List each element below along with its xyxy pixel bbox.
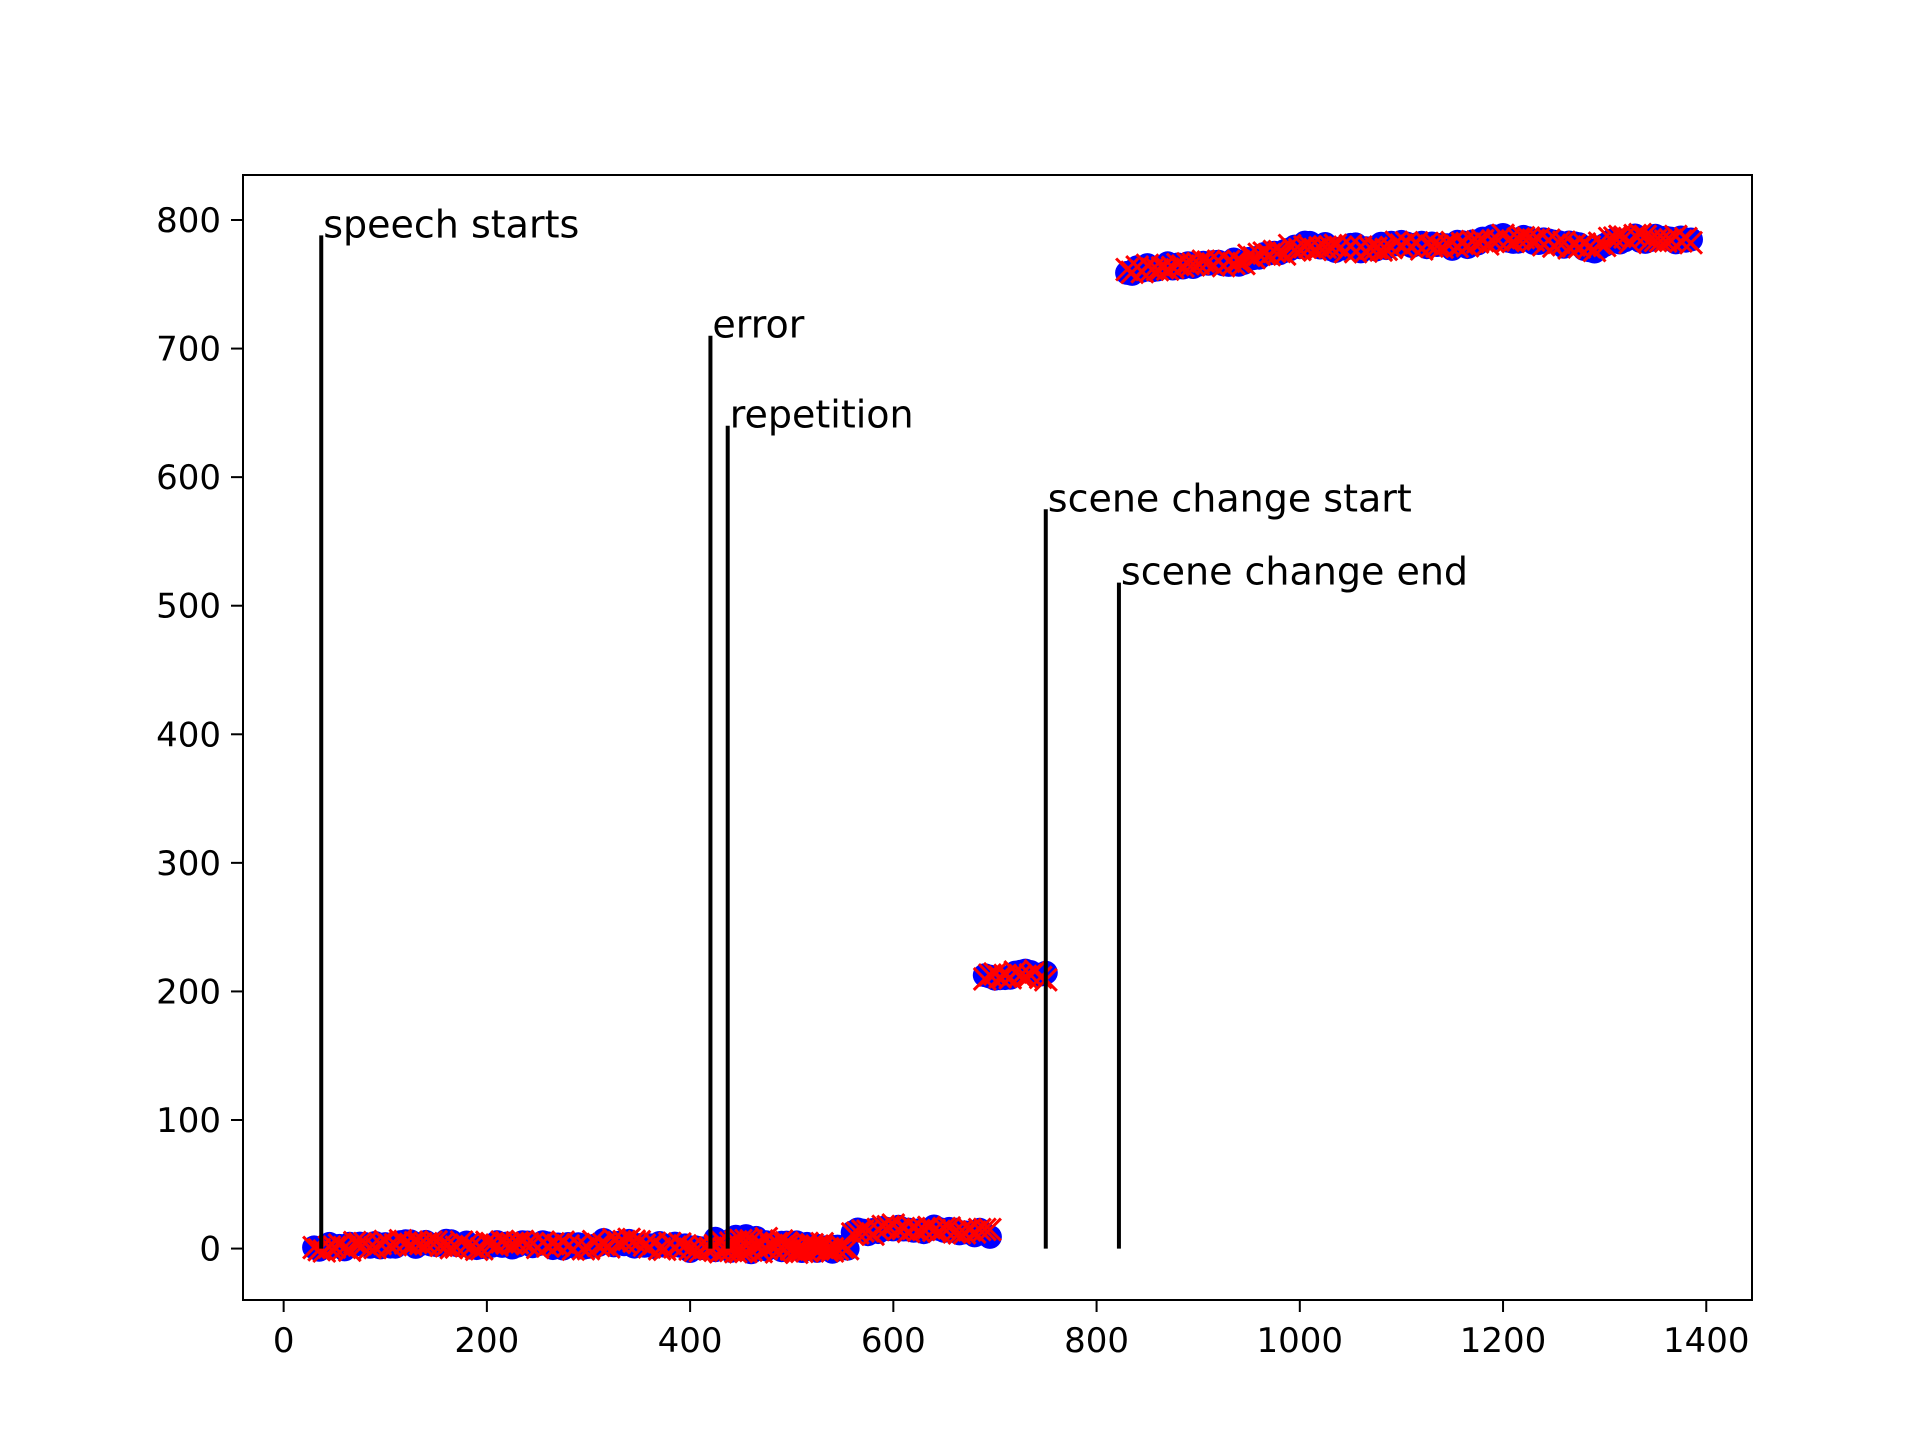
data-point bbox=[1557, 235, 1582, 260]
data-point bbox=[434, 1233, 459, 1258]
annotation-3: repetition bbox=[725, 393, 914, 1249]
data-point bbox=[1221, 251, 1246, 276]
y-tick-label: 600 bbox=[156, 458, 221, 498]
data-point bbox=[632, 1233, 657, 1258]
marks-layer bbox=[302, 222, 1704, 1265]
data-point bbox=[1150, 255, 1175, 280]
data-point bbox=[464, 1237, 489, 1262]
data-point bbox=[1374, 237, 1399, 262]
annotation-1: speech starts bbox=[319, 202, 579, 1249]
data-point bbox=[1384, 230, 1409, 255]
data-point bbox=[693, 1235, 718, 1260]
annotation-5: scene change end bbox=[1116, 550, 1468, 1249]
data-point bbox=[1160, 255, 1185, 280]
annotation-4: scene change start bbox=[1043, 476, 1412, 1249]
y-tick-label: 300 bbox=[156, 844, 221, 884]
data-point bbox=[835, 1236, 860, 1261]
y-tick-label: 100 bbox=[156, 1101, 221, 1141]
data-point bbox=[769, 1228, 794, 1253]
data-point bbox=[571, 1236, 596, 1261]
annotation-label: repetition bbox=[730, 393, 914, 437]
x-tick-label: 1400 bbox=[1663, 1321, 1750, 1361]
data-point bbox=[977, 1217, 1002, 1242]
y-tick-label: 800 bbox=[156, 201, 221, 241]
x-tick-label: 600 bbox=[861, 1321, 926, 1361]
data-point bbox=[1623, 223, 1648, 248]
data-point bbox=[728, 1228, 753, 1253]
annotation-label: error bbox=[712, 303, 804, 347]
data-point bbox=[1318, 234, 1343, 259]
annotation-label: speech starts bbox=[323, 202, 579, 246]
data-point bbox=[871, 1214, 896, 1239]
data-point bbox=[535, 1234, 560, 1259]
data-point bbox=[987, 964, 1013, 990]
data-point bbox=[1648, 228, 1673, 254]
data-point bbox=[322, 1235, 347, 1260]
data-point bbox=[1008, 963, 1033, 988]
data-point bbox=[1678, 230, 1704, 255]
annotations-layer: speech starts error repetition scene change… bbox=[319, 202, 1468, 1249]
data-point bbox=[952, 1220, 977, 1245]
data-point bbox=[459, 1234, 484, 1259]
x-tick-label: 200 bbox=[454, 1321, 519, 1361]
y-tick-label: 700 bbox=[156, 330, 221, 370]
x-tick-label: 800 bbox=[1064, 1321, 1129, 1361]
y-tick-label: 400 bbox=[156, 715, 221, 755]
data-point bbox=[1028, 965, 1053, 990]
data-point bbox=[779, 1236, 804, 1261]
series-1 bbox=[302, 223, 1703, 1265]
x-tick-label: 400 bbox=[658, 1321, 723, 1361]
x-tick-label: 1200 bbox=[1460, 1321, 1547, 1361]
plot-frame bbox=[242, 174, 1753, 1301]
annotation-label: scene change end bbox=[1121, 550, 1468, 594]
data-point bbox=[1668, 228, 1693, 254]
x-tick-label: 0 bbox=[273, 1321, 295, 1361]
x-tick-label: 1000 bbox=[1257, 1321, 1344, 1361]
y-tick-label: 500 bbox=[156, 587, 221, 627]
data-point bbox=[1496, 228, 1521, 253]
data-point bbox=[764, 1231, 789, 1256]
data-point bbox=[967, 1217, 992, 1242]
data-point bbox=[1602, 225, 1627, 251]
y-tick-label: 0 bbox=[199, 1230, 221, 1270]
data-point bbox=[1303, 237, 1328, 262]
data-point bbox=[510, 1229, 535, 1254]
data-point bbox=[972, 1217, 997, 1242]
annotation-2: error bbox=[708, 303, 805, 1249]
data-point bbox=[1247, 242, 1272, 267]
axes-layer: 0 200 400 600 800 1000 1200 1400 0 100 200 300 400 50… bbox=[156, 174, 1753, 1361]
y-tick-label: 200 bbox=[156, 972, 221, 1012]
annotation-label: scene change start bbox=[1048, 476, 1412, 520]
data-point bbox=[342, 1230, 367, 1255]
series-2 bbox=[302, 222, 1704, 1265]
data-point bbox=[586, 1233, 611, 1258]
data-point bbox=[1516, 225, 1541, 251]
